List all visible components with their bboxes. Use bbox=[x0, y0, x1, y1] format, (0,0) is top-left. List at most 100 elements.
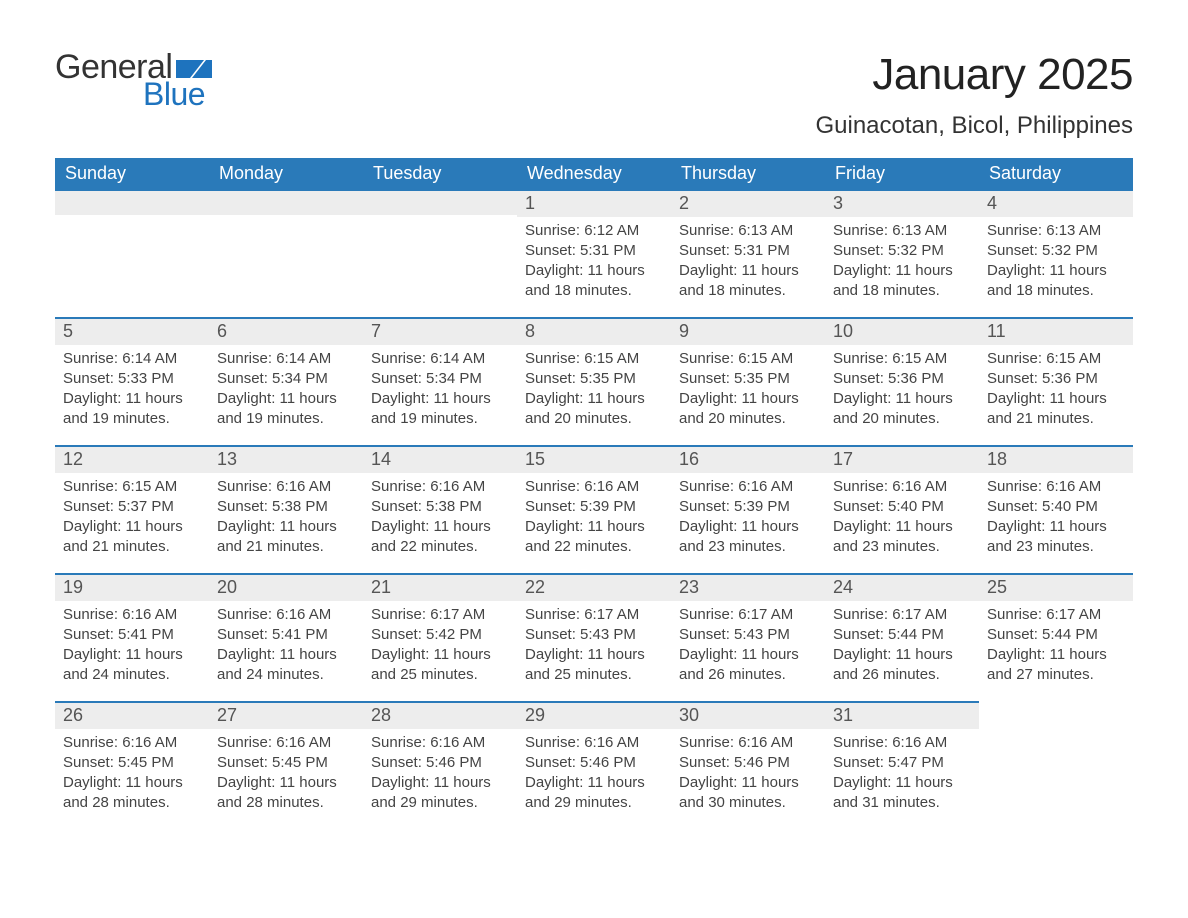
calendar-day-cell: 12Sunrise: 6:15 AMSunset: 5:37 PMDayligh… bbox=[55, 445, 209, 573]
sunrise-text: Sunrise: 6:14 AM bbox=[63, 349, 201, 369]
sunrise-text: Sunrise: 6:16 AM bbox=[217, 605, 355, 625]
calendar-table: Sunday Monday Tuesday Wednesday Thursday… bbox=[55, 158, 1133, 829]
sunrise-text: Sunrise: 6:16 AM bbox=[217, 477, 355, 497]
calendar-day-cell: 31Sunrise: 6:16 AMSunset: 5:47 PMDayligh… bbox=[825, 701, 979, 829]
daylight-text-line2: and 25 minutes. bbox=[371, 665, 509, 685]
sunset-text: Sunset: 5:44 PM bbox=[833, 625, 971, 645]
day-details: Sunrise: 6:17 AMSunset: 5:42 PMDaylight:… bbox=[363, 601, 517, 690]
day-number: 15 bbox=[517, 445, 671, 473]
day-number: 22 bbox=[517, 573, 671, 601]
calendar-day-cell: 29Sunrise: 6:16 AMSunset: 5:46 PMDayligh… bbox=[517, 701, 671, 829]
day-details: Sunrise: 6:14 AMSunset: 5:33 PMDaylight:… bbox=[55, 345, 209, 434]
title-block: January 2025 Guinacotan, Bicol, Philippi… bbox=[815, 50, 1133, 140]
daylight-text-line2: and 18 minutes. bbox=[525, 281, 663, 301]
sunrise-text: Sunrise: 6:16 AM bbox=[833, 477, 971, 497]
calendar-day-cell: 17Sunrise: 6:16 AMSunset: 5:40 PMDayligh… bbox=[825, 445, 979, 573]
sunset-text: Sunset: 5:39 PM bbox=[679, 497, 817, 517]
day-number: 27 bbox=[209, 701, 363, 729]
day-details: Sunrise: 6:17 AMSunset: 5:44 PMDaylight:… bbox=[825, 601, 979, 690]
daylight-text-line2: and 26 minutes. bbox=[679, 665, 817, 685]
sunset-text: Sunset: 5:40 PM bbox=[987, 497, 1125, 517]
calendar-day-cell: 4Sunrise: 6:13 AMSunset: 5:32 PMDaylight… bbox=[979, 189, 1133, 317]
sunset-text: Sunset: 5:32 PM bbox=[987, 241, 1125, 261]
day-details: Sunrise: 6:16 AMSunset: 5:41 PMDaylight:… bbox=[209, 601, 363, 690]
daylight-text-line1: Daylight: 11 hours bbox=[217, 389, 355, 409]
daylight-text-line2: and 22 minutes. bbox=[525, 537, 663, 557]
daylight-text-line2: and 20 minutes. bbox=[679, 409, 817, 429]
sunset-text: Sunset: 5:43 PM bbox=[525, 625, 663, 645]
daylight-text-line1: Daylight: 11 hours bbox=[217, 773, 355, 793]
calendar-day-cell: 7Sunrise: 6:14 AMSunset: 5:34 PMDaylight… bbox=[363, 317, 517, 445]
calendar-week-row: 5Sunrise: 6:14 AMSunset: 5:33 PMDaylight… bbox=[55, 317, 1133, 445]
day-details: Sunrise: 6:16 AMSunset: 5:46 PMDaylight:… bbox=[671, 729, 825, 818]
sunset-text: Sunset: 5:45 PM bbox=[63, 753, 201, 773]
day-details: Sunrise: 6:16 AMSunset: 5:38 PMDaylight:… bbox=[363, 473, 517, 562]
sunset-text: Sunset: 5:31 PM bbox=[679, 241, 817, 261]
sunset-text: Sunset: 5:34 PM bbox=[217, 369, 355, 389]
sunrise-text: Sunrise: 6:16 AM bbox=[371, 733, 509, 753]
calendar-week-row: 12Sunrise: 6:15 AMSunset: 5:37 PMDayligh… bbox=[55, 445, 1133, 573]
day-number: 1 bbox=[517, 189, 671, 217]
calendar-week-row: 19Sunrise: 6:16 AMSunset: 5:41 PMDayligh… bbox=[55, 573, 1133, 701]
calendar-page: General Blue January 2025 Guinacotan, Bi… bbox=[0, 0, 1188, 918]
daylight-text-line1: Daylight: 11 hours bbox=[63, 389, 201, 409]
day-details: Sunrise: 6:14 AMSunset: 5:34 PMDaylight:… bbox=[363, 345, 517, 434]
sunrise-text: Sunrise: 6:17 AM bbox=[833, 605, 971, 625]
calendar-day-cell: 23Sunrise: 6:17 AMSunset: 5:43 PMDayligh… bbox=[671, 573, 825, 701]
daylight-text-line2: and 19 minutes. bbox=[63, 409, 201, 429]
daylight-text-line2: and 20 minutes. bbox=[833, 409, 971, 429]
sunset-text: Sunset: 5:41 PM bbox=[217, 625, 355, 645]
day-number: 31 bbox=[825, 701, 979, 729]
day-number: 20 bbox=[209, 573, 363, 601]
sunrise-text: Sunrise: 6:15 AM bbox=[63, 477, 201, 497]
calendar-day-cell: 25Sunrise: 6:17 AMSunset: 5:44 PMDayligh… bbox=[979, 573, 1133, 701]
calendar-day-cell: 14Sunrise: 6:16 AMSunset: 5:38 PMDayligh… bbox=[363, 445, 517, 573]
daylight-text-line2: and 24 minutes. bbox=[63, 665, 201, 685]
day-details: Sunrise: 6:16 AMSunset: 5:46 PMDaylight:… bbox=[517, 729, 671, 818]
day-details: Sunrise: 6:16 AMSunset: 5:40 PMDaylight:… bbox=[979, 473, 1133, 562]
empty-day-bar bbox=[55, 189, 209, 215]
daylight-text-line1: Daylight: 11 hours bbox=[63, 773, 201, 793]
sunset-text: Sunset: 5:39 PM bbox=[525, 497, 663, 517]
daylight-text-line2: and 20 minutes. bbox=[525, 409, 663, 429]
daylight-text-line1: Daylight: 11 hours bbox=[833, 645, 971, 665]
daylight-text-line2: and 21 minutes. bbox=[987, 409, 1125, 429]
calendar-day-cell: 13Sunrise: 6:16 AMSunset: 5:38 PMDayligh… bbox=[209, 445, 363, 573]
calendar-day-cell: 15Sunrise: 6:16 AMSunset: 5:39 PMDayligh… bbox=[517, 445, 671, 573]
day-number: 30 bbox=[671, 701, 825, 729]
day-number: 17 bbox=[825, 445, 979, 473]
daylight-text-line1: Daylight: 11 hours bbox=[987, 517, 1125, 537]
calendar-day-cell: 28Sunrise: 6:16 AMSunset: 5:46 PMDayligh… bbox=[363, 701, 517, 829]
day-details: Sunrise: 6:13 AMSunset: 5:31 PMDaylight:… bbox=[671, 217, 825, 306]
day-number: 25 bbox=[979, 573, 1133, 601]
daylight-text-line2: and 18 minutes. bbox=[833, 281, 971, 301]
brand-word-blue: Blue bbox=[143, 78, 205, 110]
daylight-text-line2: and 23 minutes. bbox=[679, 537, 817, 557]
sunset-text: Sunset: 5:36 PM bbox=[833, 369, 971, 389]
daylight-text-line1: Daylight: 11 hours bbox=[833, 261, 971, 281]
day-number: 2 bbox=[671, 189, 825, 217]
day-number: 18 bbox=[979, 445, 1133, 473]
sunrise-text: Sunrise: 6:16 AM bbox=[371, 477, 509, 497]
sunrise-text: Sunrise: 6:16 AM bbox=[679, 733, 817, 753]
daylight-text-line1: Daylight: 11 hours bbox=[525, 773, 663, 793]
day-number: 16 bbox=[671, 445, 825, 473]
daylight-text-line1: Daylight: 11 hours bbox=[217, 645, 355, 665]
sunset-text: Sunset: 5:41 PM bbox=[63, 625, 201, 645]
sunrise-text: Sunrise: 6:13 AM bbox=[833, 221, 971, 241]
daylight-text-line1: Daylight: 11 hours bbox=[63, 517, 201, 537]
daylight-text-line2: and 21 minutes. bbox=[63, 537, 201, 557]
location-subtitle: Guinacotan, Bicol, Philippines bbox=[815, 112, 1133, 140]
sunset-text: Sunset: 5:44 PM bbox=[987, 625, 1125, 645]
sunrise-text: Sunrise: 6:17 AM bbox=[371, 605, 509, 625]
sunrise-text: Sunrise: 6:16 AM bbox=[525, 477, 663, 497]
day-number: 3 bbox=[825, 189, 979, 217]
weekday-header: Friday bbox=[825, 158, 979, 189]
daylight-text-line1: Daylight: 11 hours bbox=[833, 389, 971, 409]
calendar-week-row: 26Sunrise: 6:16 AMSunset: 5:45 PMDayligh… bbox=[55, 701, 1133, 829]
day-details: Sunrise: 6:13 AMSunset: 5:32 PMDaylight:… bbox=[979, 217, 1133, 306]
sunset-text: Sunset: 5:37 PM bbox=[63, 497, 201, 517]
daylight-text-line2: and 18 minutes. bbox=[679, 281, 817, 301]
day-number: 5 bbox=[55, 317, 209, 345]
daylight-text-line2: and 19 minutes. bbox=[371, 409, 509, 429]
